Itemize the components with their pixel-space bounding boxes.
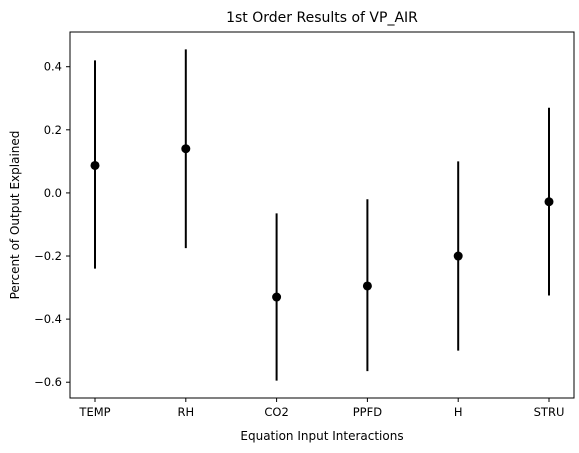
y-tick-label: 0.2 [44, 123, 62, 137]
x-tick-label: STRU [534, 405, 565, 419]
data-point [272, 292, 282, 302]
plot-area [90, 49, 554, 381]
x-tick-label: H [454, 405, 463, 419]
x-tick-label: PPFD [353, 405, 382, 419]
x-axis-label: Equation Input Interactions [240, 429, 403, 443]
data-point [453, 251, 463, 261]
y-tick-label: −0.6 [34, 375, 62, 389]
x-tick-label: CO2 [264, 405, 288, 419]
data-point [90, 160, 100, 170]
x-tick-label: RH [177, 405, 194, 419]
y-axis-label: Percent of Output Explained [8, 131, 22, 300]
y-tick-label: −0.2 [34, 249, 62, 263]
chart-title: 1st Order Results of VP_AIR [226, 10, 418, 26]
plot-frame [69, 31, 575, 399]
x-tick-label: TEMP [78, 405, 110, 419]
x-axis: TEMP RH CO2 PPFD H STRU [78, 398, 564, 419]
data-point [362, 281, 372, 291]
data-point [181, 144, 191, 154]
y-axis: −0.6 −0.4 −0.2 0.0 0.2 0.4 [34, 60, 70, 389]
data-point [544, 197, 554, 207]
y-tick-label: −0.4 [34, 312, 62, 326]
y-tick-label: 0.4 [44, 60, 62, 74]
y-tick-label: 0.0 [44, 186, 62, 200]
